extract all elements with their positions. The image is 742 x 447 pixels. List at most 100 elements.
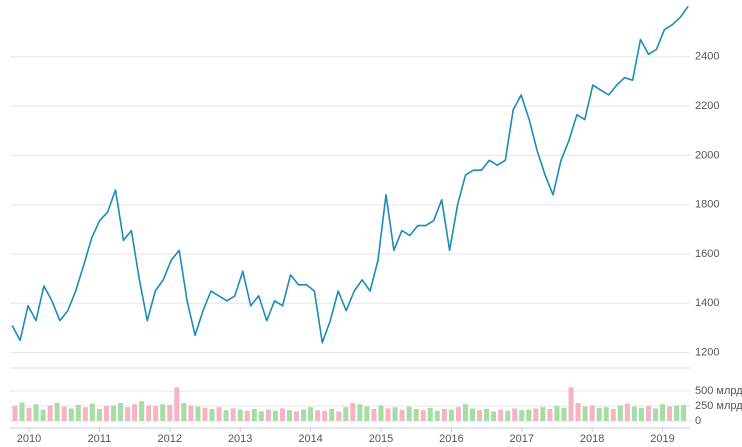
volume-bar [596, 407, 602, 421]
y-tick-label: 0 [695, 415, 701, 427]
volume-bar [455, 407, 461, 421]
volume-bar [294, 411, 300, 421]
volume-bar [329, 409, 335, 421]
volume-bar [434, 410, 440, 421]
volume-bar [512, 408, 518, 421]
volume-bar [54, 403, 60, 421]
x-tick-label: 2016 [439, 433, 463, 445]
y-tick-label: 250 млрд [695, 400, 742, 412]
x-tick-label: 2018 [580, 433, 604, 445]
volume-bar [118, 403, 124, 421]
volume-bar [603, 407, 609, 421]
volume-bar [308, 407, 314, 421]
volume-bar [343, 407, 349, 421]
volume-bar [82, 407, 88, 421]
volume-bar [413, 409, 419, 421]
y-tick-label: 2400 [695, 51, 719, 63]
volume-bar [68, 408, 74, 421]
volume-bar [547, 409, 553, 421]
y-tick-label: 1800 [695, 199, 719, 211]
volume-bar [357, 404, 363, 421]
volume-bar [477, 410, 483, 421]
volume-bar [61, 406, 67, 421]
volume-bar [286, 410, 292, 421]
x-tick-label: 2017 [510, 433, 534, 445]
y-tick-label: 1600 [695, 248, 719, 260]
volume-bar [40, 409, 46, 421]
x-tick-label: 2010 [17, 433, 41, 445]
x-tick-label: 2013 [228, 433, 252, 445]
volume-bar [230, 408, 236, 421]
volume-bar [195, 406, 201, 421]
volume-bar [448, 409, 454, 421]
volume-bar [12, 406, 18, 421]
volume-bar [540, 407, 546, 421]
volume-bar [350, 403, 356, 421]
price-line [11, 5, 689, 344]
volume-bar [392, 407, 398, 421]
volume-bar [160, 404, 166, 421]
volume-bar [554, 406, 560, 421]
volume-bar [399, 409, 405, 421]
volume-bar [153, 406, 159, 421]
volume-bar [505, 410, 511, 421]
x-tick-label: 2012 [158, 433, 182, 445]
volume-bar [258, 411, 264, 421]
volume-bar [96, 409, 102, 421]
volume-bar [469, 408, 475, 421]
volume-bar [589, 405, 595, 421]
volume-bar [582, 406, 588, 421]
volume-bar [645, 406, 651, 421]
volume-bar [406, 406, 412, 421]
volume-bar [223, 410, 229, 421]
volume-bar [139, 401, 145, 421]
volume-bar [575, 403, 581, 421]
volume-bar [174, 387, 180, 421]
volume-bar [491, 411, 497, 421]
volume-bar [681, 404, 687, 421]
volume-bar [638, 407, 644, 421]
volume-bar [420, 410, 426, 421]
volume-bar [125, 407, 131, 421]
volume-bar [526, 409, 532, 421]
volume-bar [631, 406, 637, 421]
volume-bar [47, 405, 53, 421]
volume-bar [265, 409, 271, 421]
volume-bar [624, 403, 630, 421]
volume-bar [674, 405, 680, 421]
volume-bar [427, 407, 433, 421]
volume-bar [89, 403, 95, 421]
volume-bar [322, 410, 328, 421]
volume-bar [617, 405, 623, 421]
volume-bar [209, 409, 215, 421]
volume-bar [667, 406, 673, 421]
x-tick-label: 2015 [369, 433, 393, 445]
volume-bar [244, 410, 250, 421]
x-tick-label: 2014 [298, 433, 322, 445]
volume-bar [385, 408, 391, 421]
y-tick-label: 500 млрд [695, 385, 742, 397]
volume-bar [519, 410, 525, 421]
volume-bar [441, 409, 447, 421]
volume-bar [272, 410, 278, 421]
volume-bar [371, 409, 377, 421]
volume-bar [75, 404, 81, 421]
volume-bar [610, 409, 616, 421]
volume-bar [146, 405, 152, 421]
x-tick-label: 2011 [88, 433, 112, 445]
volume-bar [132, 404, 138, 421]
volume-bar [561, 407, 567, 421]
volume-bar [315, 410, 321, 421]
y-tick-label: 2200 [695, 100, 719, 112]
volume-bar [216, 407, 222, 421]
volume-bar [484, 409, 490, 421]
volume-bar [33, 404, 39, 421]
volume-bar [498, 409, 504, 421]
volume-bar [181, 403, 187, 421]
y-tick-label: 1400 [695, 297, 719, 309]
volume-bar [237, 409, 243, 421]
volume-bar [19, 402, 25, 421]
volume-bar [26, 407, 32, 421]
volume-bar [653, 408, 659, 421]
